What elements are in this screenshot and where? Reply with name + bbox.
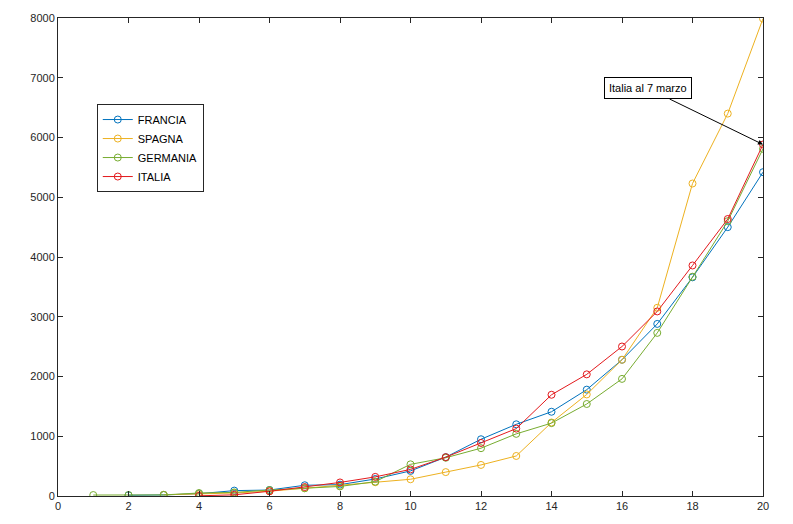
svg-text:2000: 2000 [30,370,54,382]
svg-text:GERMANIA: GERMANIA [138,152,197,164]
svg-text:14: 14 [545,500,557,512]
svg-text:ITALIA: ITALIA [138,171,171,183]
svg-text:1000: 1000 [30,430,54,442]
svg-text:0: 0 [49,490,55,502]
svg-text:FRANCIA: FRANCIA [138,114,187,126]
svg-text:4: 4 [196,500,202,512]
svg-text:18: 18 [686,500,698,512]
svg-text:7000: 7000 [30,72,54,84]
svg-text:12: 12 [475,500,487,512]
svg-text:SPAGNA: SPAGNA [138,133,184,145]
svg-text:10: 10 [404,500,416,512]
svg-text:16: 16 [616,500,628,512]
svg-text:6: 6 [266,500,272,512]
svg-text:3000: 3000 [30,311,54,323]
svg-text:8000: 8000 [30,12,54,24]
svg-text:4000: 4000 [30,251,54,263]
svg-text:8: 8 [337,500,343,512]
svg-text:6000: 6000 [30,131,54,143]
svg-text:5000: 5000 [30,191,54,203]
svg-text:20: 20 [757,500,769,512]
svg-text:2: 2 [125,500,131,512]
svg-text:0: 0 [55,500,61,512]
svg-text:Italia al 7 marzo: Italia al 7 marzo [609,82,687,94]
